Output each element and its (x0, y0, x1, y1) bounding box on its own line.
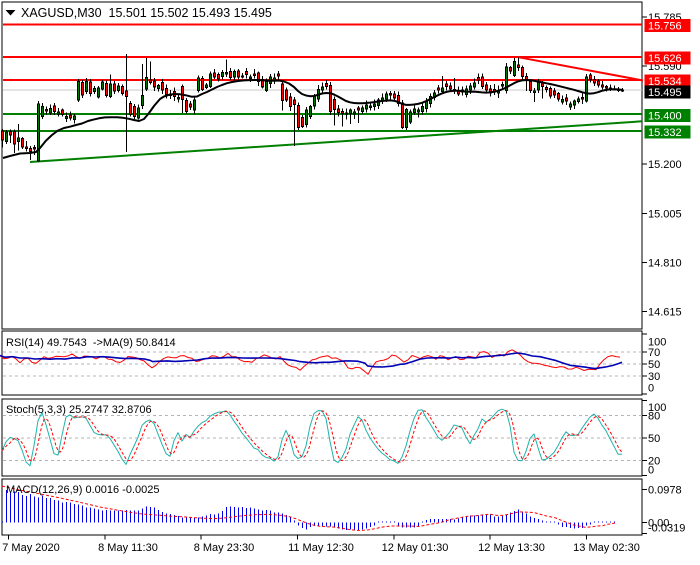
svg-text:14.810: 14.810 (648, 257, 682, 269)
svg-text:30: 30 (648, 371, 660, 383)
svg-text:12 May 01:30: 12 May 01:30 (382, 542, 449, 554)
svg-text:20: 20 (648, 456, 660, 468)
svg-text:100: 100 (648, 337, 666, 349)
svg-text:MACD(12,26,9) 0.0016 -0.0025: MACD(12,26,9) 0.0016 -0.0025 (6, 484, 159, 496)
svg-text:8 May 11:30: 8 May 11:30 (98, 542, 158, 554)
svg-text:50: 50 (648, 359, 660, 371)
svg-text:8 May 23:30: 8 May 23:30 (194, 542, 255, 554)
svg-text:0: 0 (648, 383, 654, 395)
svg-text:15.200: 15.200 (648, 159, 682, 171)
svg-text:100: 100 (648, 402, 666, 414)
svg-text:0.0978: 0.0978 (648, 485, 682, 497)
svg-text:14.615: 14.615 (648, 306, 682, 318)
svg-text:11 May 12:30: 11 May 12:30 (288, 542, 354, 554)
svg-text:15.534: 15.534 (648, 76, 682, 88)
svg-text:Stoch(5,3,3) 25.2747 32.8706: Stoch(5,3,3) 25.2747 32.8706 (6, 404, 152, 416)
svg-text:70: 70 (648, 347, 660, 359)
svg-text:15.495: 15.495 (648, 87, 682, 99)
svg-text:12 May 13:30: 12 May 13:30 (478, 542, 545, 554)
svg-text:0: 0 (648, 465, 654, 477)
svg-text:15.332: 15.332 (648, 127, 682, 139)
svg-text:50: 50 (648, 433, 660, 445)
svg-text:13 May 02:30: 13 May 02:30 (573, 542, 640, 554)
svg-text:15.400: 15.400 (648, 110, 682, 122)
svg-text:15.756: 15.756 (648, 20, 682, 32)
svg-text:-0.0319: -0.0319 (648, 523, 685, 535)
svg-text:RSI(14) 49.7543 ->MA(9) 50.84: RSI(14) 49.7543 ->MA(9) 50.8414 (6, 337, 176, 349)
svg-text:80: 80 (648, 411, 660, 423)
svg-text:7 May 2020: 7 May 2020 (2, 542, 59, 554)
svg-text:15.005: 15.005 (648, 208, 682, 220)
svg-text:XAGUSD,M30 15.501 15.502 15.4: XAGUSD,M30 15.501 15.502 15.493 15.495 (21, 6, 272, 20)
svg-text:0.00: 0.00 (648, 518, 669, 530)
svg-text:15.626: 15.626 (648, 53, 682, 65)
